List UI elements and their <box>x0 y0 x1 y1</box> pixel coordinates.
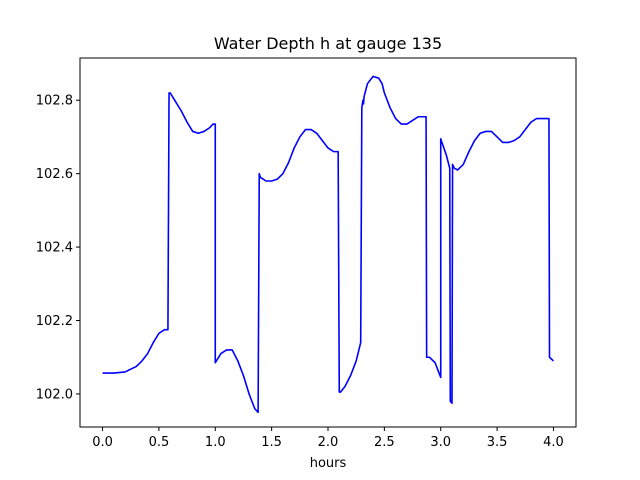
x-tick-label: 0.5 <box>149 435 170 450</box>
y-tick-label: 102.6 <box>36 167 73 182</box>
y-tick-label: 102.8 <box>36 94 73 109</box>
x-tick-label: 4.0 <box>543 435 564 450</box>
x-tick-label: 3.5 <box>487 435 508 450</box>
x-tick-label: 2.0 <box>318 435 339 450</box>
series-layer <box>102 75 554 414</box>
y-tick-label: 102.4 <box>36 241 73 256</box>
x-tick-label: 1.0 <box>205 435 226 450</box>
chart-title: Water Depth h at gauge 135 <box>214 34 442 53</box>
y-tick-label: 102.0 <box>36 387 73 402</box>
x-tick-label: 3.0 <box>430 435 451 450</box>
x-tick-label: 0.0 <box>92 435 113 450</box>
x-axis-ticks: 0.0 0.5 1.0 1.5 2.0 2.5 3.0 3.5 4.0 <box>92 427 564 450</box>
x-tick-label: 2.5 <box>374 435 395 450</box>
x-axis-label: hours <box>310 456 347 471</box>
x-tick-label: 1.5 <box>261 435 282 450</box>
y-axis-ticks: 102.0 102.2 102.4 102.6 102.8 <box>36 94 80 402</box>
y-tick-label: 102.2 <box>36 314 73 329</box>
series-line-0 <box>102 75 554 414</box>
